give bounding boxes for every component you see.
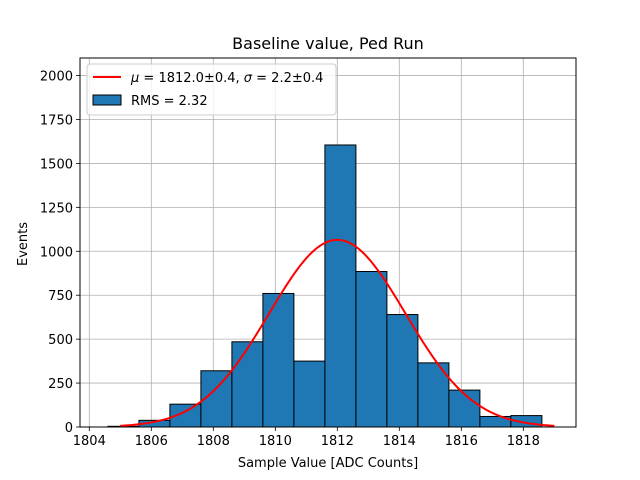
chart-title: Baseline value, Ped Run <box>232 34 424 53</box>
x-tick-label-1: 1806 <box>135 434 168 449</box>
legend-histogram-swatch <box>92 94 122 106</box>
legend-mu-value: = 1812.0±0.4, <box>139 71 243 86</box>
gaussian-fit-curve <box>120 238 555 427</box>
plot-area-frame <box>79 57 577 428</box>
y-tick-label-1: 250 <box>48 377 73 392</box>
x-tick-label-2: 1808 <box>197 434 230 449</box>
legend-histogram-label: RMS = 2.32 <box>131 94 208 109</box>
legend-sigma-value: = 2.2±0.4 <box>252 71 323 86</box>
histogram-bars <box>107 144 543 428</box>
histogram-bar-8 <box>355 270 388 428</box>
y-tick-label-5: 1250 <box>40 201 73 216</box>
histogram-bar-11 <box>448 389 481 428</box>
y-axis-label: Events <box>16 222 31 266</box>
x-tick-label-0: 1804 <box>73 434 106 449</box>
histogram-bar-9 <box>386 314 419 428</box>
x-tick-label-7: 1818 <box>507 434 540 449</box>
x-axis-label: Sample Value [ADC Counts] <box>238 456 418 471</box>
x-tick-label-4: 1812 <box>321 434 354 449</box>
y-tick-label-0: 0 <box>65 421 73 436</box>
histogram-bar-4 <box>231 341 264 428</box>
x-tick-label-3: 1810 <box>259 434 292 449</box>
y-tick-label-2: 500 <box>48 333 73 348</box>
legend-box <box>86 63 337 116</box>
legend-fit-label: μ = 1812.0±0.4, σ = 2.2±0.4 <box>130 71 323 86</box>
legend: μ = 1812.0±0.4, σ = 2.2±0.4 RMS = 2.32 <box>86 63 337 116</box>
y-tick-label-6: 1500 <box>40 157 73 172</box>
x-tick-label-5: 1814 <box>383 434 416 449</box>
y-tick-label-7: 1750 <box>40 114 73 129</box>
legend-mu-symbol: μ <box>130 71 139 86</box>
histogram-bar-5 <box>262 292 295 428</box>
fit-curve-layer <box>120 238 555 427</box>
histogram-bar-6 <box>293 360 326 428</box>
legend-sigma-symbol: σ <box>244 71 253 86</box>
y-tick-label-4: 1000 <box>40 245 73 260</box>
y-axis-ticks: 0 250 500 750 1000 1250 1500 1750 2000 <box>40 70 80 436</box>
x-axis-ticks: 1804 1806 1808 1810 1812 1814 1816 1818 <box>73 427 540 449</box>
y-tick-label-3: 750 <box>48 289 73 304</box>
y-tick-label-8: 2000 <box>40 70 73 85</box>
histogram-bar-7 <box>324 144 357 428</box>
x-tick-label-6: 1816 <box>445 434 478 449</box>
